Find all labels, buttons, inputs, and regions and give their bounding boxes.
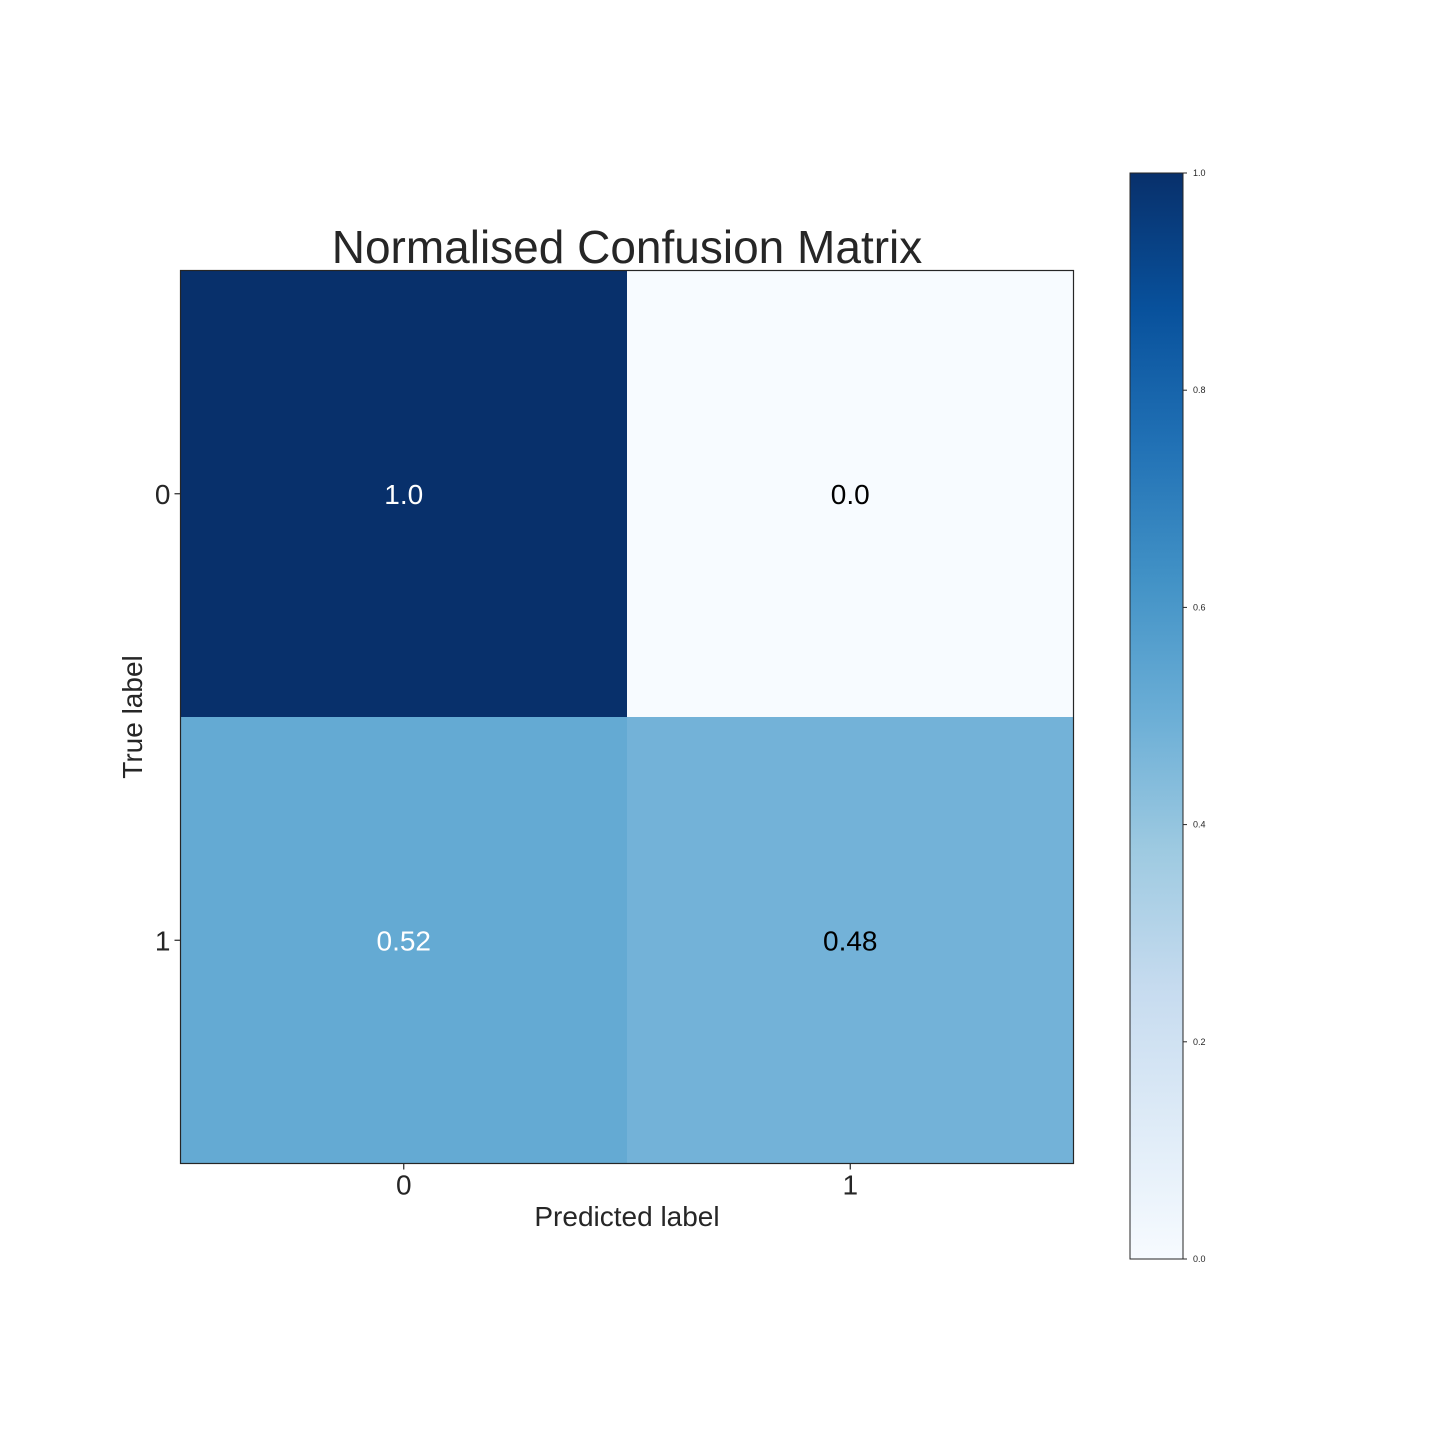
colorbar — [1129, 172, 1184, 1260]
colorbar-ticks: 0.0 0.2 0.4 0.6 0.8 1.0 — [1183, 168, 1206, 1264]
x-tick-label: 0 — [396, 1170, 412, 1201]
heatmap-cell-labels: 1.0 0.0 0.52 0.48 — [377, 479, 878, 957]
colorbar-tick-label: 0.2 — [1193, 1037, 1206, 1047]
colorbar-tick-label: 0.8 — [1193, 385, 1206, 395]
colorbar-tick-label: 0.6 — [1193, 602, 1206, 612]
heatmap-cell-label: 0.0 — [831, 479, 870, 510]
y-tick-label: 0 — [155, 479, 171, 510]
heatmap-cells — [180, 270, 1074, 1164]
heatmap-cell — [180, 270, 628, 718]
heatmap-cell-label: 0.48 — [823, 925, 878, 956]
plot-frame — [179, 269, 1075, 1165]
heatmap-cell-label: 1.0 — [384, 479, 423, 510]
heatmap-cell — [180, 717, 628, 1164]
y-tick-label: 1 — [155, 925, 171, 956]
colorbar-tick-label: 1.0 — [1193, 168, 1206, 178]
chart-title: Normalised Confusion Matrix — [332, 221, 923, 273]
heatmap-cell — [627, 270, 1074, 718]
heatmap-cell — [627, 717, 1074, 1164]
y-axis-label: True label — [117, 655, 148, 778]
y-axis-ticks: 01 — [155, 479, 181, 956]
colorbar-tick-label: 0.4 — [1193, 820, 1206, 830]
x-tick-label: 1 — [842, 1170, 858, 1201]
x-axis-label: Predicted label — [534, 1201, 719, 1232]
colorbar-tick-label: 0.0 — [1193, 1254, 1206, 1264]
heatmap-cell-label: 0.52 — [377, 925, 432, 956]
